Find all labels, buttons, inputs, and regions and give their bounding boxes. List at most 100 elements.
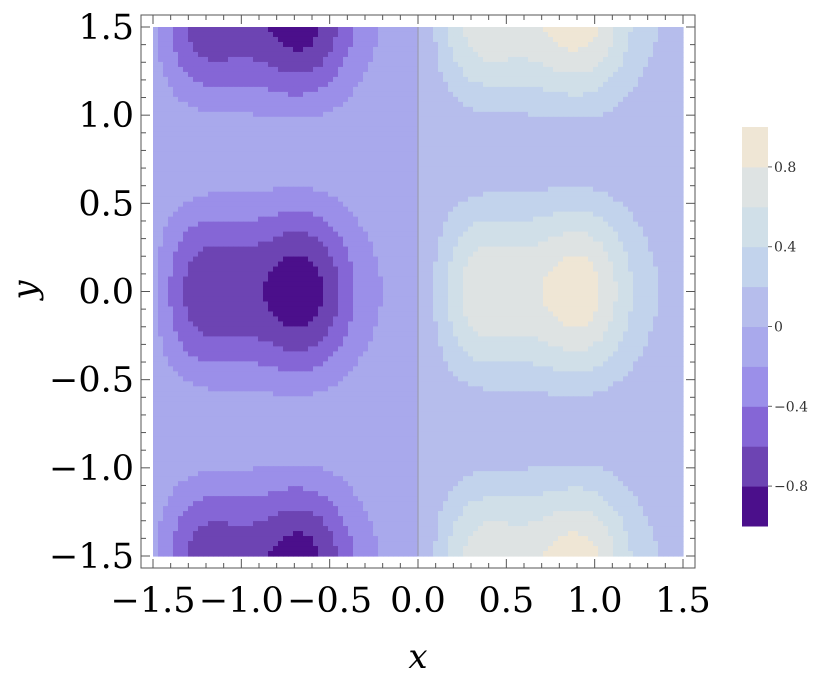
contour-cell [498,196,504,203]
contour-cell [483,56,489,63]
contour-cell [368,61,374,68]
contour-cell [328,66,334,73]
contour-cell [553,126,559,133]
contour-cell [478,216,484,223]
contour-cell [508,231,514,238]
contour-cell [633,111,639,118]
contour-cell [273,61,279,68]
contour-cell [293,181,299,188]
contour-cell [158,211,164,218]
contour-cell [238,226,244,233]
contour-cell [598,241,604,248]
contour-cell [408,211,414,218]
contour-cell [418,81,424,88]
contour-cell [538,211,544,218]
contour-cell [598,136,604,143]
contour-cell [513,106,519,113]
contour-cell [278,251,284,258]
contour-cell [608,86,614,93]
contour-cell [598,216,604,223]
contour-cell [663,156,669,163]
contour-cell [153,251,159,258]
contour-cell [673,246,679,253]
contour-cell [188,121,194,128]
contour-cell [663,61,669,68]
contour-cell [603,56,609,63]
contour-cell [623,121,629,128]
contour-cell [573,101,579,108]
contour-cell [393,146,399,153]
contour-cell [498,251,504,258]
contour-cell [663,246,669,253]
contour-cell [248,51,254,58]
contour-cell [298,121,304,128]
contour-cell [333,31,339,38]
contour-cell [243,156,249,163]
contour-cell [273,236,279,243]
contour-cell [193,106,199,113]
contour-cell [638,196,644,203]
contour-cell [538,96,544,103]
contour-cell [478,251,484,258]
contour-cell [558,106,564,113]
contour-cell [653,126,659,133]
contour-cell [488,61,494,68]
contour-cell [453,211,459,218]
contour-cell [528,186,534,193]
contour-cell [628,81,634,88]
contour-cell [208,161,214,168]
contour-cell [493,86,499,93]
contour-cell [188,261,194,268]
contour-cell [173,201,179,208]
contour-cell [498,206,504,213]
contour-cell [473,46,479,53]
contour-cell [573,66,579,73]
contour-cell [223,236,229,243]
contour-cell [603,156,609,163]
contour-cell [238,181,244,188]
contour-cell [573,201,579,208]
contour-cell [403,101,409,108]
contour-cell [478,196,484,203]
contour-cell [293,126,299,133]
contour-cell [413,131,419,138]
contour-cell [208,141,214,148]
contour-cell [568,186,574,193]
contour-cell [418,31,424,38]
contour-cell [548,211,554,218]
contour-cell [338,231,344,238]
contour-cell [168,261,174,268]
contour-cell [633,186,639,193]
contour-cell [208,136,214,143]
contour-cell [368,246,374,253]
contour-cell [678,236,684,243]
contour-cell [233,221,239,228]
contour-cell [433,186,439,193]
contour-cell [358,91,364,98]
contour-cell [523,71,529,78]
contour-cell [218,251,224,258]
contour-cell [163,151,169,158]
contour-cell [463,246,469,253]
contour-cell [398,191,404,198]
contour-cell [348,76,354,83]
contour-cell [358,221,364,228]
contour-cell [188,201,194,208]
contour-cell [333,146,339,153]
contour-cell [388,76,394,83]
contour-cell [343,151,349,158]
contour-cell [638,71,644,78]
contour-cell [483,256,489,263]
contour-cell [198,231,204,238]
contour-cell [458,56,464,63]
contour-cell [568,121,574,128]
contour-cell [608,156,614,163]
contour-cell [233,151,239,158]
contour-cell [298,116,304,123]
contour-cell [178,176,184,183]
contour-cell [198,81,204,88]
contour-cell [198,41,204,48]
contour-cell [303,81,309,88]
contour-cell [498,121,504,128]
contour-cell [653,151,659,158]
